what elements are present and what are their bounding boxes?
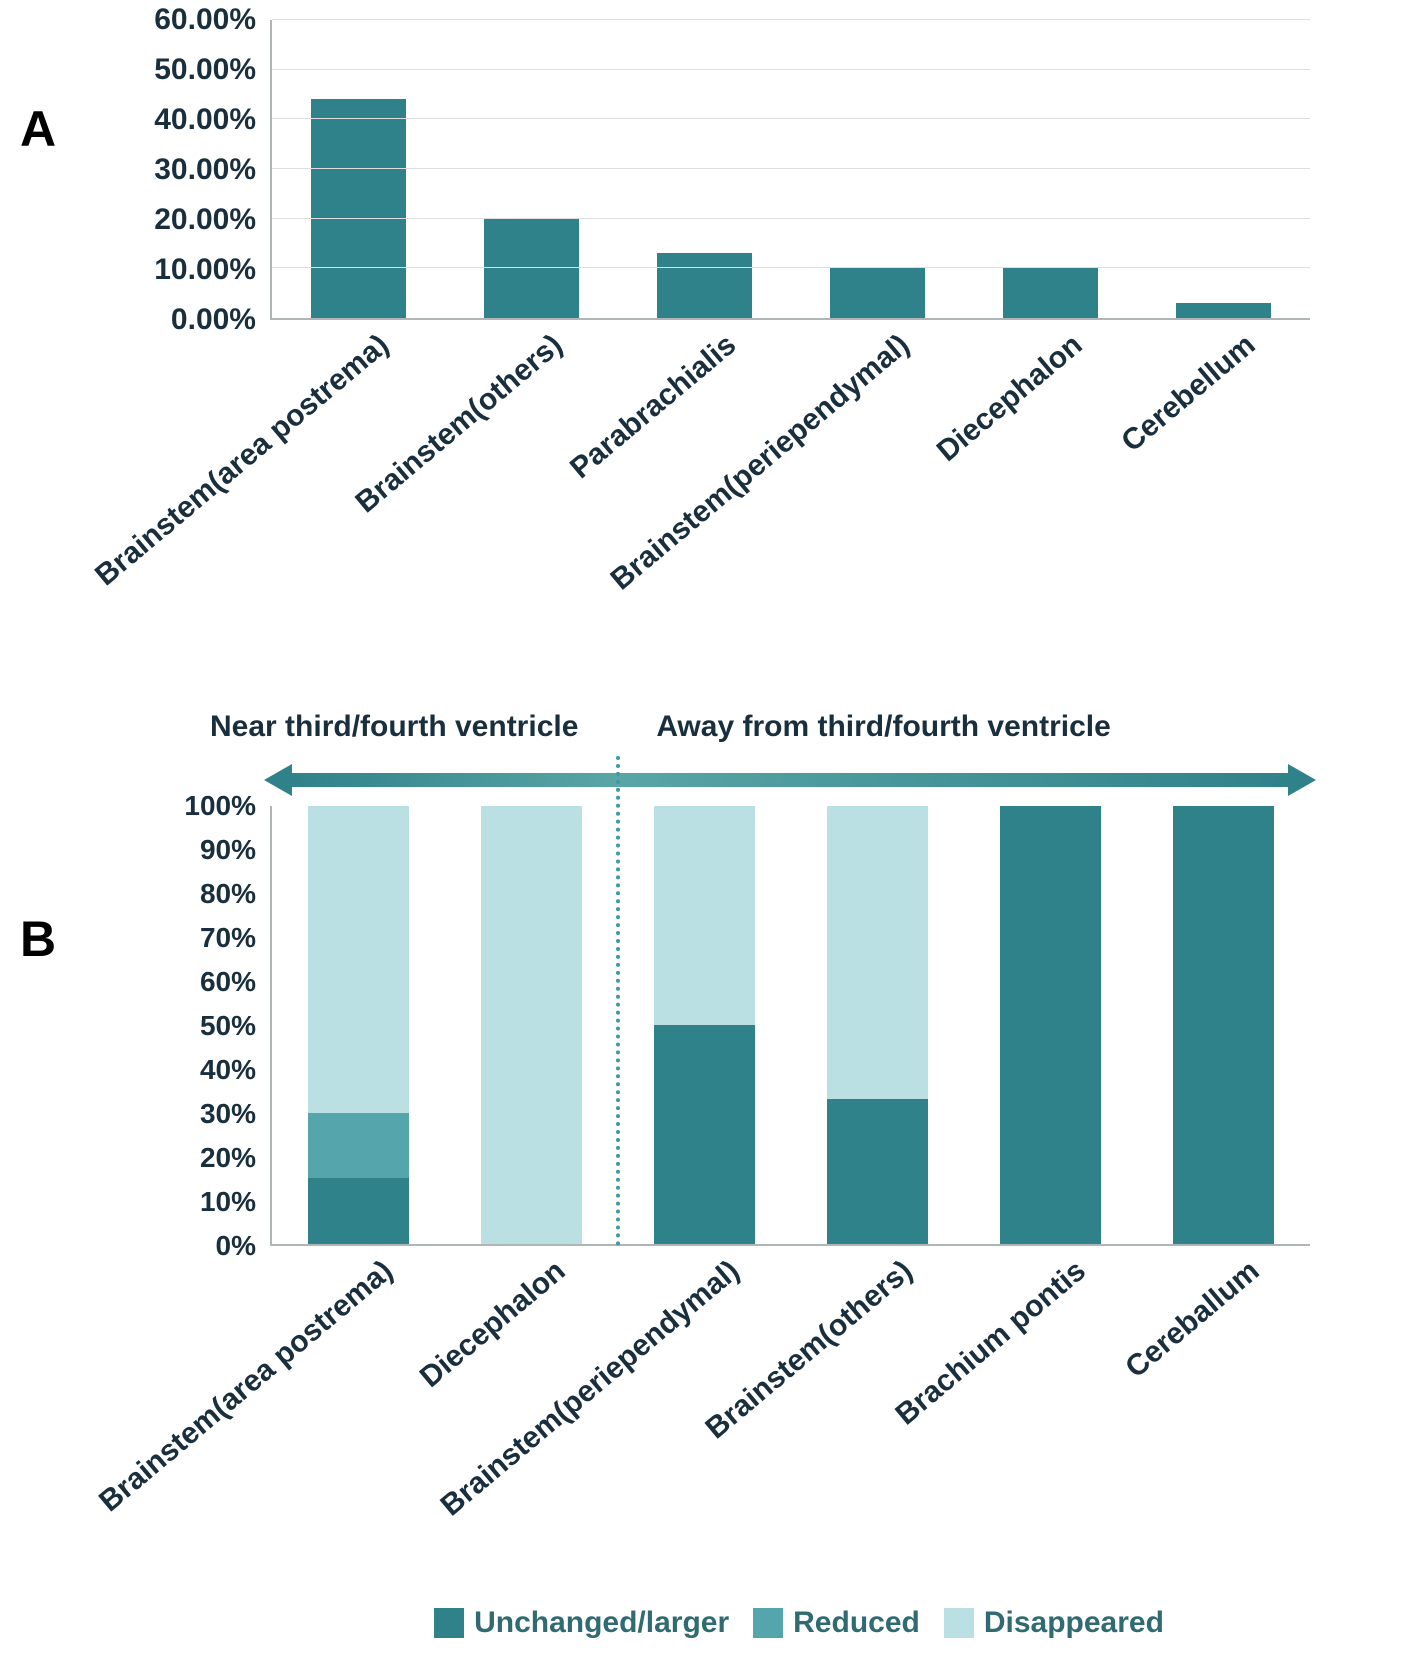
y-tick: 100% (184, 790, 256, 822)
y-tick: 60% (200, 966, 256, 998)
stacked-bar (1000, 806, 1100, 1244)
bar (1176, 303, 1271, 318)
panel-b-arrow (270, 760, 1310, 800)
y-tick: 80% (200, 878, 256, 910)
x-label: Brachium pontis (889, 1254, 1092, 1432)
legend-item: Disappeared (944, 1606, 1164, 1640)
x-label: Cerebellum (1116, 328, 1263, 459)
y-tick: 30% (200, 1098, 256, 1130)
y-tick: 40.00% (154, 103, 256, 137)
x-label: Diecephalon (931, 328, 1089, 469)
y-tick: 20.00% (154, 203, 256, 237)
bar-col (964, 806, 1137, 1244)
bar (1003, 268, 1098, 318)
legend-swatch (434, 1608, 464, 1638)
panel-b-legend: Unchanged/larger Reduced Disappeared (200, 1606, 1398, 1643)
panel-b-plot-area: Near third/fourth ventricle Away from th… (270, 700, 1398, 1586)
bar (657, 253, 752, 318)
bar-col (445, 20, 618, 318)
panel-a-plot-area: 0.00%10.00%20.00%30.00%40.00%50.00%60.00… (270, 20, 1398, 620)
legend-item: Unchanged/larger (434, 1606, 729, 1640)
y-tick: 40% (200, 1054, 256, 1086)
bar (311, 99, 406, 318)
panel-b-group-titles: Near third/fourth ventricle Away from th… (270, 700, 1398, 760)
panel-a: A 0.00%10.00%20.00%30.00%40.00%50.00%60.… (20, 20, 1398, 620)
bar-col (1137, 20, 1310, 318)
bar-col (791, 20, 964, 318)
y-tick: 10.00% (154, 253, 256, 287)
x-label: Parabrachialis (564, 328, 743, 486)
panel-b-x-labels: Brainstem(area postrema)DiecephalonBrain… (270, 1246, 1310, 1586)
x-label: Brainstem(area postrema) (93, 1254, 400, 1519)
bar-col (618, 20, 791, 318)
y-tick: 70% (200, 922, 256, 954)
gridline (272, 118, 1310, 119)
panel-b-bars-wrapper: 0%10%20%30%40%50%60%70%80%90%100% (270, 806, 1398, 1246)
stacked-bar (481, 806, 581, 1244)
segment (308, 1113, 408, 1179)
y-tick: 30.00% (154, 153, 256, 187)
bar-col (1137, 806, 1310, 1244)
bar-col (272, 20, 445, 318)
segment (654, 806, 754, 1025)
y-tick: 60.00% (154, 3, 256, 37)
bar-col (272, 806, 445, 1244)
segment (827, 1099, 927, 1244)
y-tick: 50% (200, 1010, 256, 1042)
bar (830, 268, 925, 318)
arrow-line-left (292, 773, 616, 787)
legend-swatch (753, 1608, 783, 1638)
legend-text: Unchanged/larger (474, 1606, 729, 1640)
bar-col (791, 806, 964, 1244)
bar-col (445, 806, 618, 1244)
segment (654, 1025, 754, 1244)
x-label: Diecephalon (414, 1254, 572, 1395)
x-label: Brainstem(area postrema) (89, 328, 396, 593)
gridline (272, 19, 1310, 20)
panel-a-label: A (20, 100, 56, 158)
legend-swatch (944, 1608, 974, 1638)
y-tick: 0.00% (171, 303, 256, 337)
legend-item: Reduced (753, 1606, 920, 1640)
y-tick: 90% (200, 834, 256, 866)
gridline (272, 168, 1310, 169)
segment (827, 806, 927, 1099)
stacked-bar (1173, 806, 1273, 1244)
segment (481, 806, 581, 1244)
gridline (272, 218, 1310, 219)
x-label: Cereballum (1119, 1254, 1266, 1385)
panel-b-bars (270, 806, 1310, 1246)
group-title-right: Away from third/fourth ventricle (656, 710, 1111, 744)
segment (308, 806, 408, 1113)
bar-col (964, 20, 1137, 318)
group-title-left: Near third/fourth ventricle (210, 710, 578, 744)
stacked-bar (308, 806, 408, 1244)
y-tick: 0% (216, 1230, 256, 1262)
y-tick: 20% (200, 1142, 256, 1174)
panel-a-x-labels: Brainstem(area postrema)Brainstem(others… (270, 320, 1310, 620)
gridline (272, 69, 1310, 70)
segment (1000, 806, 1100, 1244)
arrow-line-right (616, 773, 1288, 787)
legend-text: Disappeared (984, 1606, 1164, 1640)
x-label: Brainstem(periependymal) (604, 328, 916, 597)
legend-text: Reduced (793, 1606, 920, 1640)
panel-a-bars (270, 20, 1310, 320)
x-label: Brainstem(periependymal) (434, 1254, 746, 1523)
segment (308, 1178, 408, 1244)
arrow-head-left-icon (264, 764, 292, 796)
bar-col (618, 806, 791, 1244)
panel-b: B Near third/fourth ventricle Away from … (20, 700, 1398, 1586)
stacked-bar (654, 806, 754, 1244)
arrow-head-right-icon (1288, 764, 1316, 796)
panel-b-label: B (20, 910, 56, 968)
gridline (272, 267, 1310, 268)
y-tick: 50.00% (154, 53, 256, 87)
stacked-bar (827, 806, 927, 1244)
y-tick: 10% (200, 1186, 256, 1218)
panel-b-divider (616, 756, 620, 1246)
segment (1173, 806, 1273, 1244)
